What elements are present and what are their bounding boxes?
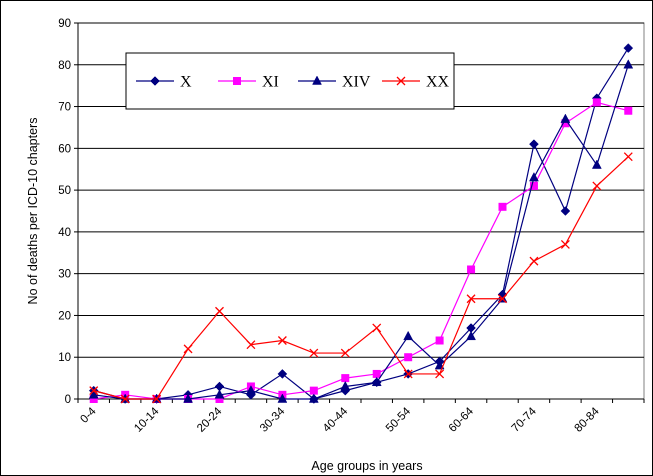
legend-label: XIV [342, 74, 371, 91]
data-point [498, 202, 507, 211]
data-point [404, 353, 413, 362]
y-tick-label: 50 [58, 185, 71, 197]
y-tick-label: 70 [58, 102, 71, 114]
x-axis-title: Age groups in years [311, 459, 422, 473]
data-point [215, 306, 224, 316]
series-xx [89, 152, 633, 404]
x-tick-label: 80-84 [573, 405, 603, 435]
data-point [309, 386, 318, 395]
data-point [624, 106, 633, 115]
data-point [312, 75, 322, 85]
legend-item-xi: XI [218, 74, 279, 91]
data-point [150, 76, 160, 86]
legend-label: XX [426, 74, 450, 91]
data-point [372, 323, 382, 333]
data-point [277, 393, 288, 403]
data-point [183, 393, 193, 403]
data-point [529, 172, 539, 182]
data-point [592, 98, 601, 107]
data-point [88, 389, 99, 399]
x-tick-label: 40-44 [321, 405, 351, 435]
data-point [591, 159, 602, 169]
data-point [435, 369, 445, 379]
data-point [623, 59, 634, 69]
legend-item-xx: XX [382, 74, 450, 91]
y-axis-title: No of deaths per ICD-10 chapters [26, 118, 40, 305]
data-point [308, 393, 319, 403]
data-point [89, 386, 99, 396]
data-point [560, 239, 570, 249]
y-tick-label: 30 [58, 269, 71, 281]
data-point [623, 43, 634, 53]
data-point [341, 374, 350, 383]
legend-item-xiv: XIV [298, 74, 371, 91]
data-point [120, 394, 130, 404]
data-point [529, 139, 539, 150]
legend: X XI XIV XX [125, 52, 455, 110]
data-point [152, 394, 162, 404]
series-xiv [88, 59, 634, 403]
series-line-x [93, 47, 629, 400]
series-line-xiv [93, 64, 629, 400]
x-tick-label: 60-64 [447, 405, 477, 435]
data-point [560, 206, 571, 216]
data-point [466, 330, 476, 341]
data-point [403, 330, 414, 341]
x-tick-label: 20-24 [195, 405, 225, 435]
data-point [560, 113, 571, 123]
data-point [435, 336, 444, 345]
data-point [340, 348, 350, 358]
data-point [372, 369, 381, 378]
data-point [403, 369, 413, 379]
data-point [529, 181, 538, 190]
data-point [371, 376, 382, 387]
y-tick-label: 0 [65, 394, 71, 406]
y-tick-label: 60 [58, 143, 71, 155]
data-point [277, 369, 288, 379]
x-tick-label: 70-74 [510, 405, 540, 435]
y-tick-label: 10 [58, 352, 71, 364]
data-point [396, 76, 406, 86]
legend-label: XI [262, 74, 279, 91]
data-point [529, 256, 539, 266]
x-tick-label: 30-34 [258, 405, 288, 435]
data-point [214, 389, 225, 399]
data-point [183, 344, 193, 354]
y-tick-label: 20 [58, 310, 71, 322]
data-point [246, 340, 256, 350]
data-point [309, 348, 319, 358]
data-point [233, 77, 241, 85]
y-tick-label: 80 [58, 60, 71, 72]
data-point [277, 336, 287, 345]
data-point [623, 152, 633, 162]
x-tick-label: 50-54 [384, 405, 414, 435]
series-line-xx [93, 156, 629, 400]
y-tick-label: 40 [58, 227, 71, 239]
data-point [434, 360, 445, 370]
data-point [467, 265, 476, 274]
x-tick-label: 0-4 [78, 405, 99, 426]
data-point [340, 380, 351, 391]
data-point [498, 294, 507, 304]
y-tick-label: 90 [58, 18, 71, 30]
series-layer [88, 43, 634, 404]
x-tick-label: 10-14 [132, 405, 162, 435]
data-point [592, 181, 602, 191]
legend-label: X [180, 74, 192, 91]
data-point [246, 385, 256, 395]
legend-item-x: X [136, 74, 192, 91]
data-point [466, 294, 476, 304]
